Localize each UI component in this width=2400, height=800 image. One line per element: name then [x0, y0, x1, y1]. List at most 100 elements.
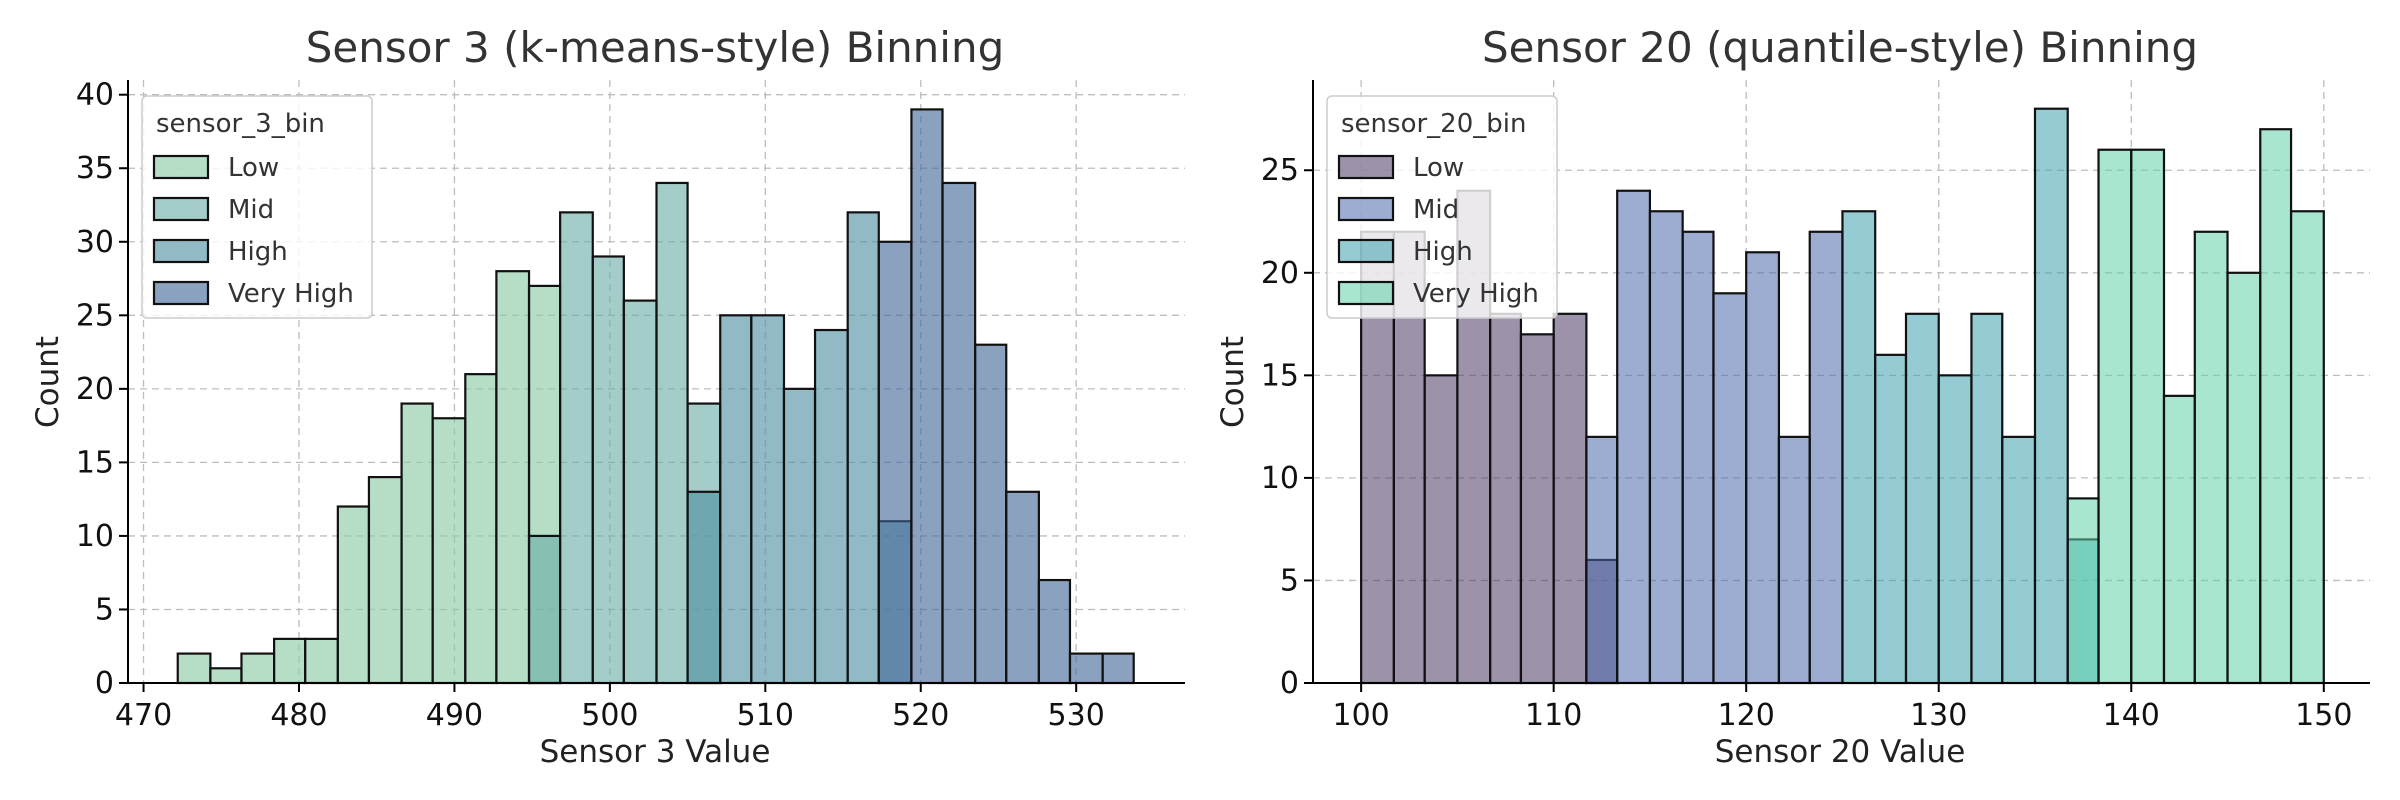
y-tick-label: 0: [1280, 666, 1299, 701]
bar-very-high: [1037, 578, 1072, 685]
y-tick-label: 10: [1261, 461, 1299, 496]
bar-mid: [559, 211, 594, 685]
bar-mid: [1681, 230, 1715, 685]
bar-mid: [1616, 189, 1652, 685]
legend: sensor_3_bin Low Mid High Very High: [141, 95, 373, 319]
bar-very-high: [2289, 210, 2325, 685]
bar-high: [1904, 312, 1940, 685]
bar-low: [367, 475, 403, 685]
legend-label-low: Low: [228, 153, 279, 183]
legend-title: sensor_3_bin: [156, 109, 325, 139]
bar-low: [336, 505, 371, 685]
bar-high: [686, 490, 722, 685]
bar-very-high: [910, 108, 944, 685]
sensor-3-histogram: Sensor 3 (k-means-style) Binning Sensor …: [30, 23, 1185, 770]
bar-high: [719, 314, 753, 685]
bar-mid: [1745, 251, 1781, 685]
y-tick-label: 5: [95, 592, 114, 627]
y-tick-label: 15: [1261, 358, 1299, 393]
legend-label-mid: Mid: [1413, 195, 1459, 225]
y-tick-label: 10: [76, 519, 114, 554]
legend-label-very-high: Very High: [1413, 279, 1539, 309]
bar-high: [750, 314, 786, 685]
legend-swatch-mid: [152, 196, 210, 222]
bar-mid: [1808, 230, 1844, 685]
y-tick-label: 20: [1261, 256, 1299, 291]
bar-low: [273, 637, 307, 685]
bar-very-high: [1101, 652, 1135, 685]
x-tick-label: 130: [1910, 698, 1967, 733]
bar-low: [304, 637, 339, 685]
bar-very-high: [877, 240, 913, 685]
bar-low: [1423, 374, 1459, 685]
legend-label-very-high: Very High: [228, 279, 354, 309]
y-tick-label: 40: [76, 78, 114, 113]
bar-very-high: [2162, 394, 2196, 685]
bar-low: [1552, 312, 1588, 685]
legend-label-mid: Mid: [228, 195, 274, 225]
bar-low: [495, 270, 531, 685]
legend-label-high: High: [228, 237, 288, 267]
bar-very-high: [1068, 652, 1104, 685]
legend-swatch-high: [1337, 238, 1395, 264]
bar-very-high: [2226, 271, 2262, 685]
bar-very-high: [2193, 230, 2229, 685]
bar-very-high: [2097, 148, 2133, 685]
y-axis-label: Count: [1215, 336, 1251, 428]
bar-low: [431, 417, 467, 685]
legend-swatch-very-high: [1337, 280, 1395, 306]
bar-very-high: [1005, 490, 1040, 685]
y-tick-label: 15: [76, 445, 114, 480]
y-tick-label: 25: [76, 298, 114, 333]
bar-high: [1874, 353, 1908, 685]
x-tick-label: 530: [1048, 698, 1105, 733]
bar-high: [1970, 312, 2004, 685]
bar-high: [1841, 210, 1877, 685]
bar-high: [2033, 107, 2069, 685]
sensor-20-histogram: Sensor 20 (quantile-style) Binning Senso…: [1215, 23, 2370, 770]
y-tick-label: 25: [1261, 153, 1299, 188]
x-tick-label: 480: [270, 698, 327, 733]
bar-very-high: [2066, 497, 2100, 685]
y-tick-label: 35: [76, 151, 114, 186]
x-tick-label: 150: [2295, 698, 2352, 733]
x-tick-label: 520: [892, 698, 949, 733]
bar-low: [1489, 312, 1523, 685]
bar-mid: [591, 255, 625, 685]
bar-low: [400, 402, 434, 685]
legend-swatch-low: [1337, 154, 1395, 180]
legend-swatch-high: [152, 238, 210, 264]
x-tick-label: 490: [426, 698, 483, 733]
y-tick-label: 30: [76, 225, 114, 260]
x-tick-label: 140: [2103, 698, 2160, 733]
bar-mid: [1712, 292, 1748, 685]
bar-low: [209, 667, 243, 685]
bar-very-high: [941, 181, 977, 685]
chart-title: Sensor 20 (quantile-style) Binning: [1482, 23, 2198, 72]
axes: 100 110 120 130 140 150 0 5 10 15 20 25: [1261, 80, 2370, 733]
histogram-bars: [176, 108, 1135, 685]
bar-low: [176, 652, 212, 685]
x-tick-label: 510: [737, 698, 794, 733]
bar-very-high: [2130, 148, 2166, 685]
bar-low: [1519, 333, 1555, 685]
bar-mid: [527, 534, 562, 685]
bar-high: [2001, 435, 2037, 685]
x-tick-label: 110: [1525, 698, 1582, 733]
bar-very-high: [974, 343, 1008, 685]
bar-mid: [622, 299, 658, 685]
y-tick-label: 0: [95, 666, 114, 701]
y-tick-label: 20: [76, 372, 114, 407]
chart-title: Sensor 3 (k-means-style) Binning: [306, 23, 1005, 72]
x-tick-label: 100: [1333, 698, 1390, 733]
x-tick-label: 120: [1718, 698, 1775, 733]
legend-label-low: Low: [1413, 153, 1464, 183]
bar-mid: [1777, 435, 1811, 685]
legend-label-high: High: [1413, 237, 1473, 267]
histogram-bars: [1360, 107, 2325, 685]
x-tick-label: 500: [581, 698, 638, 733]
bar-very-high: [2259, 128, 2293, 685]
